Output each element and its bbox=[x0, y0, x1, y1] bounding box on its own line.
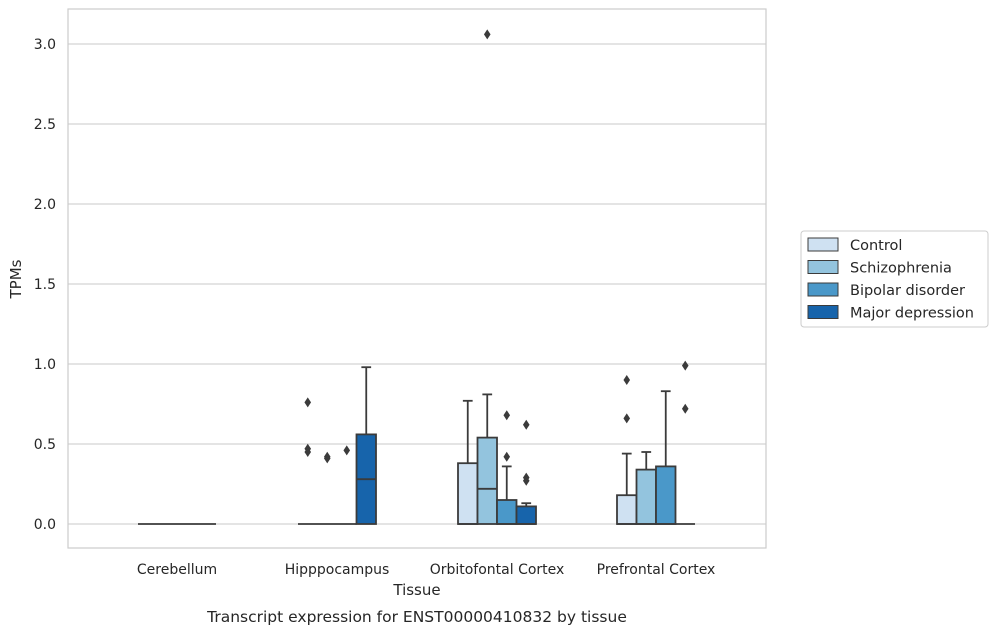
box-group bbox=[496, 410, 518, 525]
legend-label: Major depression bbox=[850, 306, 974, 322]
legend-label: Control bbox=[850, 238, 902, 254]
outlier-point bbox=[323, 453, 331, 464]
legend: Control Schizophrenia Bipolar disorder Majo… bbox=[800, 230, 989, 328]
x-tick-labels: Cerebellum Hipppocampus Orbitofontal Corte… bbox=[137, 562, 715, 578]
box-group bbox=[298, 397, 318, 525]
x-tick-label: Hipppocampus bbox=[285, 562, 390, 578]
box-group bbox=[616, 375, 638, 525]
outlier-point bbox=[522, 419, 530, 430]
plot-frame bbox=[67, 8, 767, 549]
box-group bbox=[337, 445, 357, 525]
box bbox=[616, 494, 638, 525]
box bbox=[515, 505, 537, 525]
legend-label: Schizophrenia bbox=[850, 261, 952, 277]
outlier-point bbox=[503, 451, 511, 462]
y-tick-label: 1.5 bbox=[34, 277, 56, 293]
x-tick-label: Prefrontal Cortex bbox=[597, 562, 716, 578]
y-tick-label: 0.0 bbox=[34, 517, 56, 533]
box bbox=[457, 462, 479, 525]
box bbox=[635, 468, 657, 525]
y-tick-label: 3.0 bbox=[34, 37, 56, 53]
box-groups bbox=[138, 29, 695, 525]
legend-frame bbox=[800, 230, 989, 328]
outlier-point bbox=[304, 397, 312, 408]
y-tick-label: 1.0 bbox=[34, 357, 56, 373]
box-group bbox=[635, 451, 657, 525]
x-tick-label: Cerebellum bbox=[137, 562, 217, 578]
outlier-point bbox=[623, 375, 631, 385]
box bbox=[476, 436, 498, 525]
outlier-point bbox=[503, 410, 511, 421]
y-tick-label: 2.0 bbox=[34, 197, 56, 213]
y-tick-labels: 0.0 0.5 1.0 1.5 2.0 2.5 3.0 bbox=[34, 37, 56, 533]
outlier-point bbox=[681, 403, 689, 414]
box-group bbox=[515, 419, 537, 525]
x-tick-label: Orbitofontal Cortex bbox=[430, 562, 565, 578]
legend-swatch bbox=[807, 237, 839, 252]
box bbox=[655, 465, 677, 525]
outlier-point bbox=[304, 447, 312, 457]
box-group bbox=[355, 366, 377, 525]
legend-label: Bipolar disorder bbox=[850, 283, 965, 299]
box bbox=[496, 499, 518, 525]
y-tick-label: 0.5 bbox=[34, 437, 56, 453]
outlier-point bbox=[681, 360, 689, 371]
box-group bbox=[675, 360, 695, 525]
legend-swatch bbox=[807, 260, 839, 274]
box-group bbox=[476, 29, 498, 525]
chart-caption: Transcript expression for ENST0000041083… bbox=[206, 608, 627, 626]
y-tick-label: 2.5 bbox=[34, 117, 56, 133]
legend-swatch bbox=[807, 282, 839, 297]
box-group bbox=[457, 399, 479, 525]
legend-swatch bbox=[807, 305, 839, 319]
y-axis-title: TPMs bbox=[7, 259, 25, 299]
x-axis-title: Tissue bbox=[392, 581, 440, 599]
outlier-point bbox=[483, 29, 491, 40]
box-group bbox=[655, 390, 677, 525]
outlier-point bbox=[623, 413, 631, 424]
outlier-point bbox=[522, 475, 530, 486]
outlier-point bbox=[343, 445, 351, 456]
box-group bbox=[317, 451, 337, 525]
